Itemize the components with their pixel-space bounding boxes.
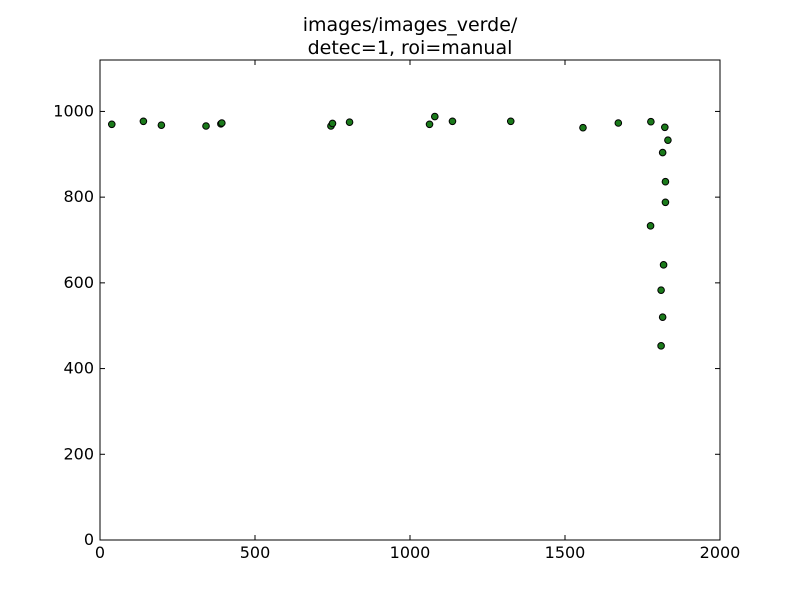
plot-area bbox=[99, 59, 721, 541]
y-tick-label: 1000 bbox=[53, 101, 94, 120]
data-points bbox=[107, 112, 672, 350]
x-tick-label: 0 bbox=[95, 543, 105, 562]
data-point bbox=[448, 117, 457, 126]
chart-title-line-2: detec=1, roi=manual bbox=[308, 37, 513, 59]
y-tick-label: 0 bbox=[84, 530, 94, 549]
x-tick-label: 500 bbox=[240, 543, 271, 562]
y-tick-label: 600 bbox=[63, 273, 94, 292]
data-point bbox=[646, 222, 655, 230]
y-tick-label: 800 bbox=[63, 187, 94, 206]
data-point bbox=[661, 177, 670, 186]
x-tick-label: 1000 bbox=[390, 543, 431, 562]
data-point bbox=[658, 148, 667, 157]
data-point bbox=[647, 117, 655, 126]
x-tick-label: 1500 bbox=[545, 543, 586, 562]
data-point bbox=[425, 120, 434, 129]
x-axis: 0 500 1000 1500 2000 bbox=[95, 60, 740, 562]
data-point bbox=[657, 342, 665, 350]
data-point bbox=[659, 261, 668, 269]
x-tick-label: 2000 bbox=[700, 543, 741, 562]
data-point bbox=[661, 198, 670, 207]
chart-title-line-1: images/images_verde/ bbox=[303, 14, 518, 36]
data-point bbox=[345, 118, 354, 126]
data-point bbox=[202, 122, 210, 130]
data-point bbox=[614, 119, 623, 127]
data-point bbox=[328, 119, 337, 128]
data-point bbox=[657, 286, 665, 294]
y-tick-label: 200 bbox=[63, 444, 94, 463]
data-point bbox=[506, 117, 515, 126]
y-axis: 0 200 400 600 800 1000 bbox=[53, 101, 720, 549]
data-point bbox=[107, 120, 116, 129]
data-point bbox=[658, 313, 667, 321]
data-point bbox=[664, 136, 672, 144]
data-point bbox=[218, 119, 226, 127]
data-point bbox=[139, 117, 148, 126]
data-point bbox=[157, 121, 166, 129]
data-point bbox=[661, 123, 669, 132]
y-tick-label: 400 bbox=[63, 359, 94, 378]
data-point bbox=[579, 123, 587, 132]
data-point bbox=[431, 112, 439, 121]
